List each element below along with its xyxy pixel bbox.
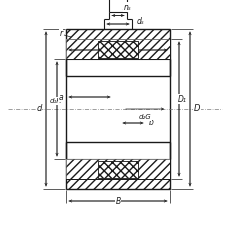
Text: D: D [193,104,199,114]
Bar [66,29,169,189]
Bar [98,40,137,57]
Bar [66,39,169,59]
Bar [66,179,169,189]
Text: l: l [121,45,123,54]
Bar [66,39,169,59]
Bar [98,160,137,178]
Bar [66,39,169,179]
Text: d: d [36,104,41,114]
Bar [66,29,169,39]
Text: a: a [58,92,63,101]
Bar [66,159,169,179]
Text: nₛ: nₛ [124,2,131,12]
Text: d₁H: d₁H [49,98,62,104]
Bar [66,159,169,179]
Text: dₛ: dₛ [136,17,144,27]
Bar [98,40,137,57]
Text: B: B [115,197,120,205]
Text: b: b [148,118,153,128]
Text: d₂G: d₂G [138,114,151,120]
Bar [98,160,137,178]
Text: D₁: D₁ [177,94,186,104]
Text: r: r [59,29,62,37]
